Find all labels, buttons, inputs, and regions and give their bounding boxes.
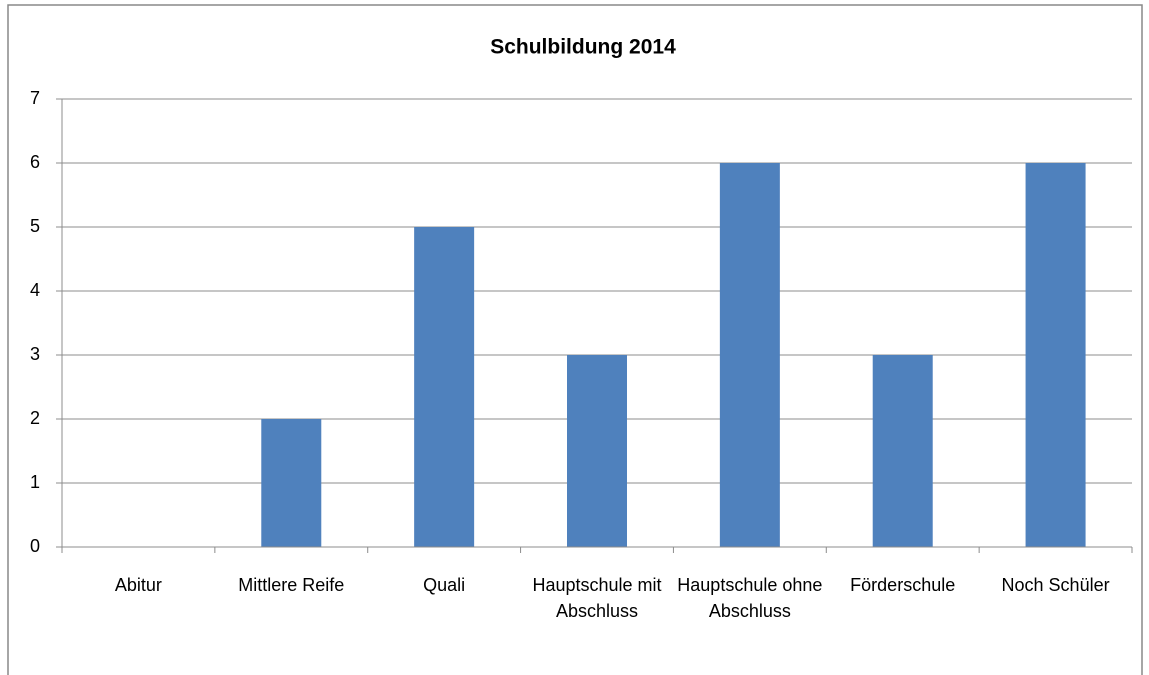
chart-border	[7, 4, 1143, 675]
y-tick-label: 6	[30, 152, 40, 172]
bar	[719, 163, 780, 547]
x-tick-label: Hauptschule ohne Abschluss	[677, 575, 823, 621]
x-tick-label: Mittlere Reife	[238, 575, 345, 595]
y-tick-label: 5	[30, 216, 40, 236]
bar	[567, 355, 627, 547]
chart-title: Schulbildung 2014	[490, 36, 676, 59]
x-tick-label: Noch Schüler	[1001, 575, 1110, 595]
y-tick-label: 2	[30, 408, 40, 428]
x-tick-label: Quali	[423, 575, 466, 595]
x-tick-label: Abitur	[114, 575, 162, 595]
bar	[414, 227, 475, 547]
y-tick-label: 1	[30, 472, 40, 492]
y-tick-label: 7	[30, 88, 40, 108]
bar	[1025, 163, 1086, 547]
y-tick-label: 4	[30, 280, 40, 300]
y-tick-label: 0	[30, 536, 40, 556]
x-tick-label: Förderschule	[850, 575, 956, 595]
y-tick-label: 3	[30, 344, 40, 364]
x-tick-label: Hauptschule mit Abschluss	[532, 575, 662, 621]
bar	[872, 355, 933, 547]
bar	[261, 419, 322, 547]
